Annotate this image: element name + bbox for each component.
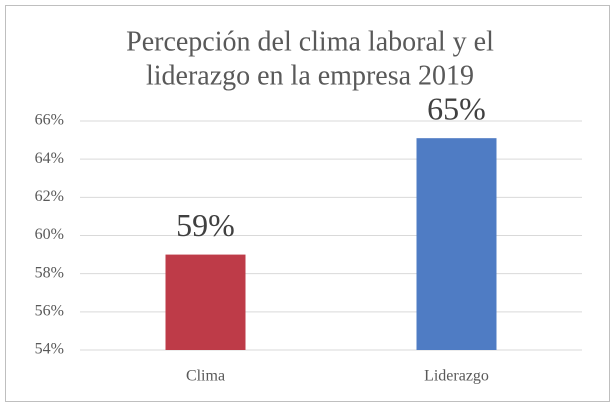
bar [416, 138, 497, 350]
y-tick-label: 56% [35, 303, 64, 320]
y-tick-label: 62% [35, 188, 64, 205]
chart-title: liderazgo en la empresa 2019 [146, 60, 474, 91]
x-tick-label: Liderazgo [424, 368, 489, 385]
chart-title: Percepción del clima laboral y el [126, 26, 494, 57]
chart-border [5, 5, 610, 402]
y-tick-label: 66% [35, 112, 64, 129]
y-tick-label: 54% [35, 341, 64, 358]
x-tick-label: Clima [186, 368, 225, 385]
y-tick-label: 64% [35, 150, 64, 167]
y-tick-label: 60% [35, 226, 64, 243]
value-label: 59% [176, 207, 235, 243]
value-label: 65% [427, 91, 486, 127]
bar [165, 254, 246, 350]
y-tick-label: 58% [35, 264, 64, 281]
